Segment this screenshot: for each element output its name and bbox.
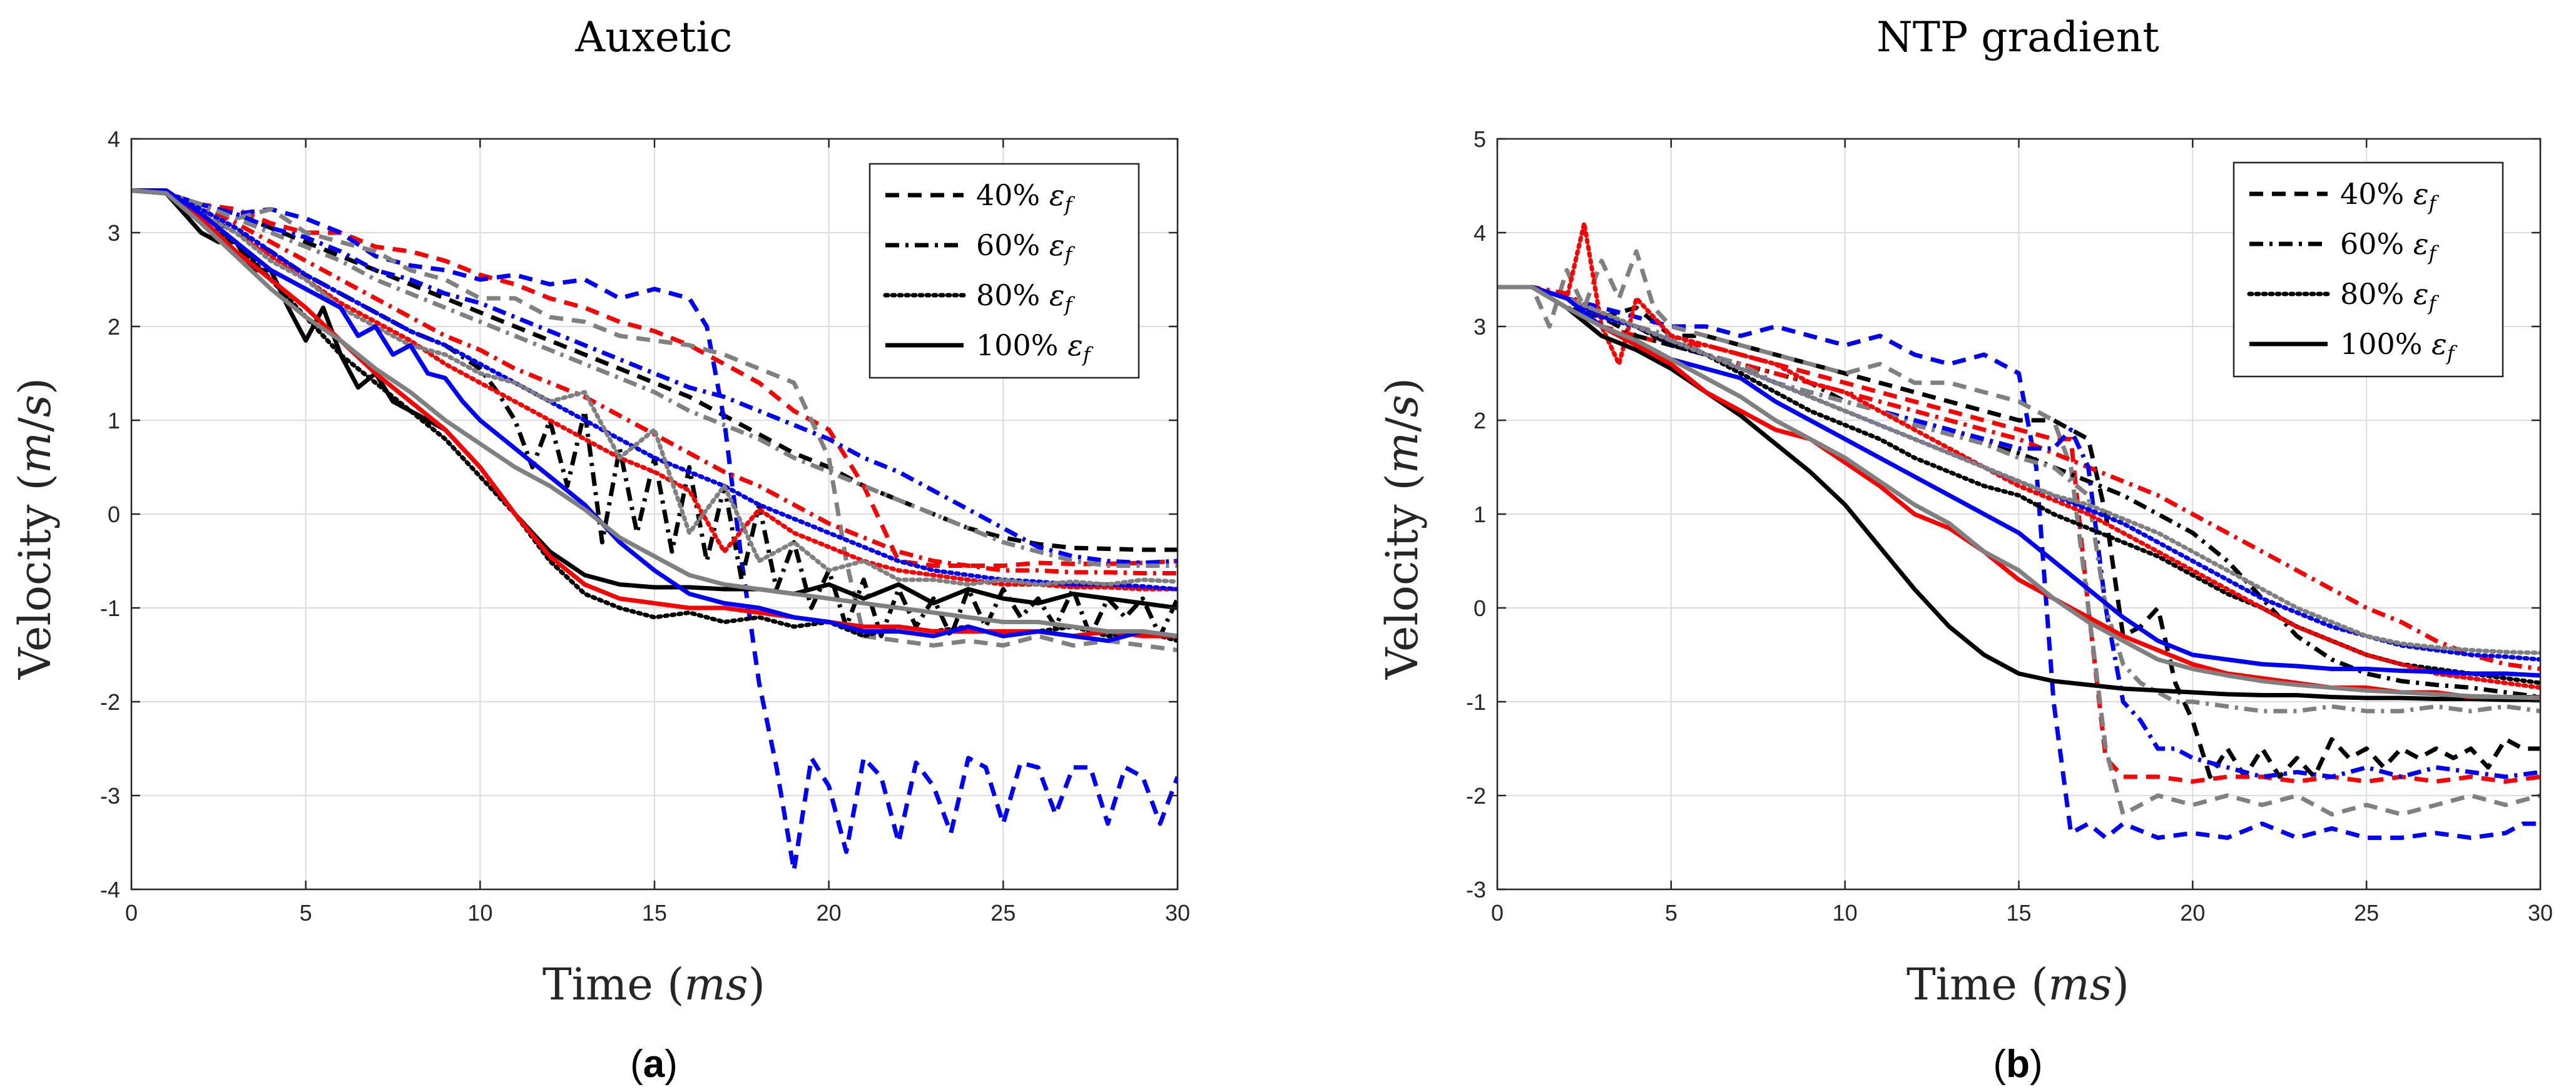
legend-entry-label: 40% εf xyxy=(2340,177,2440,215)
series-line-60-blue xyxy=(131,188,1178,565)
series-group xyxy=(1497,221,2540,840)
y-tick-label: 2 xyxy=(1474,408,1486,433)
y-tick-label: 3 xyxy=(1474,314,1486,340)
legend-entry-label: 100% εf xyxy=(2340,327,2458,365)
y-tick-label: 0 xyxy=(1474,595,1486,621)
series-line-100-gray xyxy=(1497,285,2540,700)
y-tick-label: -1 xyxy=(1466,689,1486,715)
panel-label: (a) xyxy=(630,1043,678,1086)
series-line-40-gray xyxy=(1497,249,2540,817)
legend-box xyxy=(868,163,1140,379)
x-tick-label: 5 xyxy=(300,900,312,926)
legend: 40% εf 60% εf 80% εf 100% εf xyxy=(2232,161,2504,378)
series-line-40-blue xyxy=(1497,285,2540,840)
y-tick-label: 2 xyxy=(108,314,120,340)
y-tick-label: 4 xyxy=(108,126,120,152)
y-tick-label: -4 xyxy=(100,877,120,902)
x-tick-label: 20 xyxy=(817,900,842,926)
legend-entry-label: 80% εf xyxy=(976,278,1076,316)
y-tick-label: 4 xyxy=(1474,220,1486,246)
y-tick-label: 1 xyxy=(1474,502,1486,527)
series-line-100-black xyxy=(1497,285,2540,702)
legend-entry-label: 40% εf xyxy=(976,178,1076,216)
y-tick-label: 0 xyxy=(108,502,120,527)
series-line-100-red xyxy=(1497,285,2540,699)
series-line-100-blue xyxy=(131,188,1178,643)
legend-entry-label: 100% εf xyxy=(976,328,1094,367)
legend: 40% εf 60% εf 80% εf 100% εf xyxy=(868,163,1140,379)
plot-area: 0 5 10 15 20 25 30 -3 -2 -1 0 1 2 3 4 5 40% εf 60% εf 80% … xyxy=(1466,126,2553,926)
y-tick-label: -3 xyxy=(1466,877,1486,902)
x-tick-label: 25 xyxy=(990,900,1016,926)
series-line-40-red xyxy=(1497,285,2540,784)
y-axis-label: Velocity (m/s) xyxy=(1377,378,1428,680)
plot-area: 0 5 10 15 20 25 30 -4 -3 -2 -1 0 1 2 3 4 40% εf 60% εf 80%… xyxy=(100,126,1190,926)
x-tick-label: 0 xyxy=(1491,900,1504,926)
x-tick-label: 20 xyxy=(2180,900,2205,926)
y-tick-label: -2 xyxy=(100,689,120,715)
legend-entry-label: 80% εf xyxy=(2340,277,2440,315)
x-tick-label: 30 xyxy=(2528,900,2553,926)
series-line-60-gray xyxy=(131,188,1178,568)
x-tick-label: 15 xyxy=(2006,900,2031,926)
x-tick-label: 0 xyxy=(125,900,138,926)
y-tick-label: 3 xyxy=(108,220,120,246)
series-line-100-gray xyxy=(131,188,1178,639)
x-axis-label: Time (ms) xyxy=(542,959,765,1010)
x-tick-label: 25 xyxy=(2354,900,2379,926)
x-tick-label: 10 xyxy=(1833,900,1858,926)
chart-title: Auxetic xyxy=(574,13,732,61)
legend-box xyxy=(2232,161,2504,378)
x-tick-label: 15 xyxy=(642,900,667,926)
series-line-40-black xyxy=(131,188,1178,552)
panel-label: (b) xyxy=(1993,1043,2042,1086)
y-tick-label: -1 xyxy=(100,595,120,621)
y-tick-label: 1 xyxy=(108,408,120,433)
legend-entry-label: 60% εf xyxy=(2340,227,2440,265)
panel-auxetic: Auxetic 0 5 10 15 20 25 30 -4 -3 -2 -1 0 1 2 3 4 40% εf 6… xyxy=(9,13,1190,1086)
series-line-100-red xyxy=(131,188,1178,639)
series-line-40-gray xyxy=(131,188,1178,652)
y-tick-label: -3 xyxy=(100,783,120,809)
y-axis-label: Velocity (m/s) xyxy=(9,378,61,680)
x-axis-label: Time (ms) xyxy=(1907,959,2129,1010)
chart-title: NTP gradient xyxy=(1876,13,2159,61)
x-tick-label: 5 xyxy=(1665,900,1677,926)
x-tick-label: 30 xyxy=(1165,900,1190,926)
panel-ntp-gradient: NTP gradient 0 5 10 15 20 25 30 -3 -2 -1 0 1 2 3 4 5 40%… xyxy=(1377,13,2553,1086)
series-group xyxy=(131,188,1178,873)
legend-entry-label: 60% εf xyxy=(976,228,1076,266)
y-tick-label: 5 xyxy=(1474,126,1486,152)
x-tick-label: 10 xyxy=(467,900,492,926)
y-tick-label: -2 xyxy=(1466,783,1486,809)
series-line-80-gray xyxy=(1497,285,2540,655)
series-line-80-gray xyxy=(131,188,1178,587)
